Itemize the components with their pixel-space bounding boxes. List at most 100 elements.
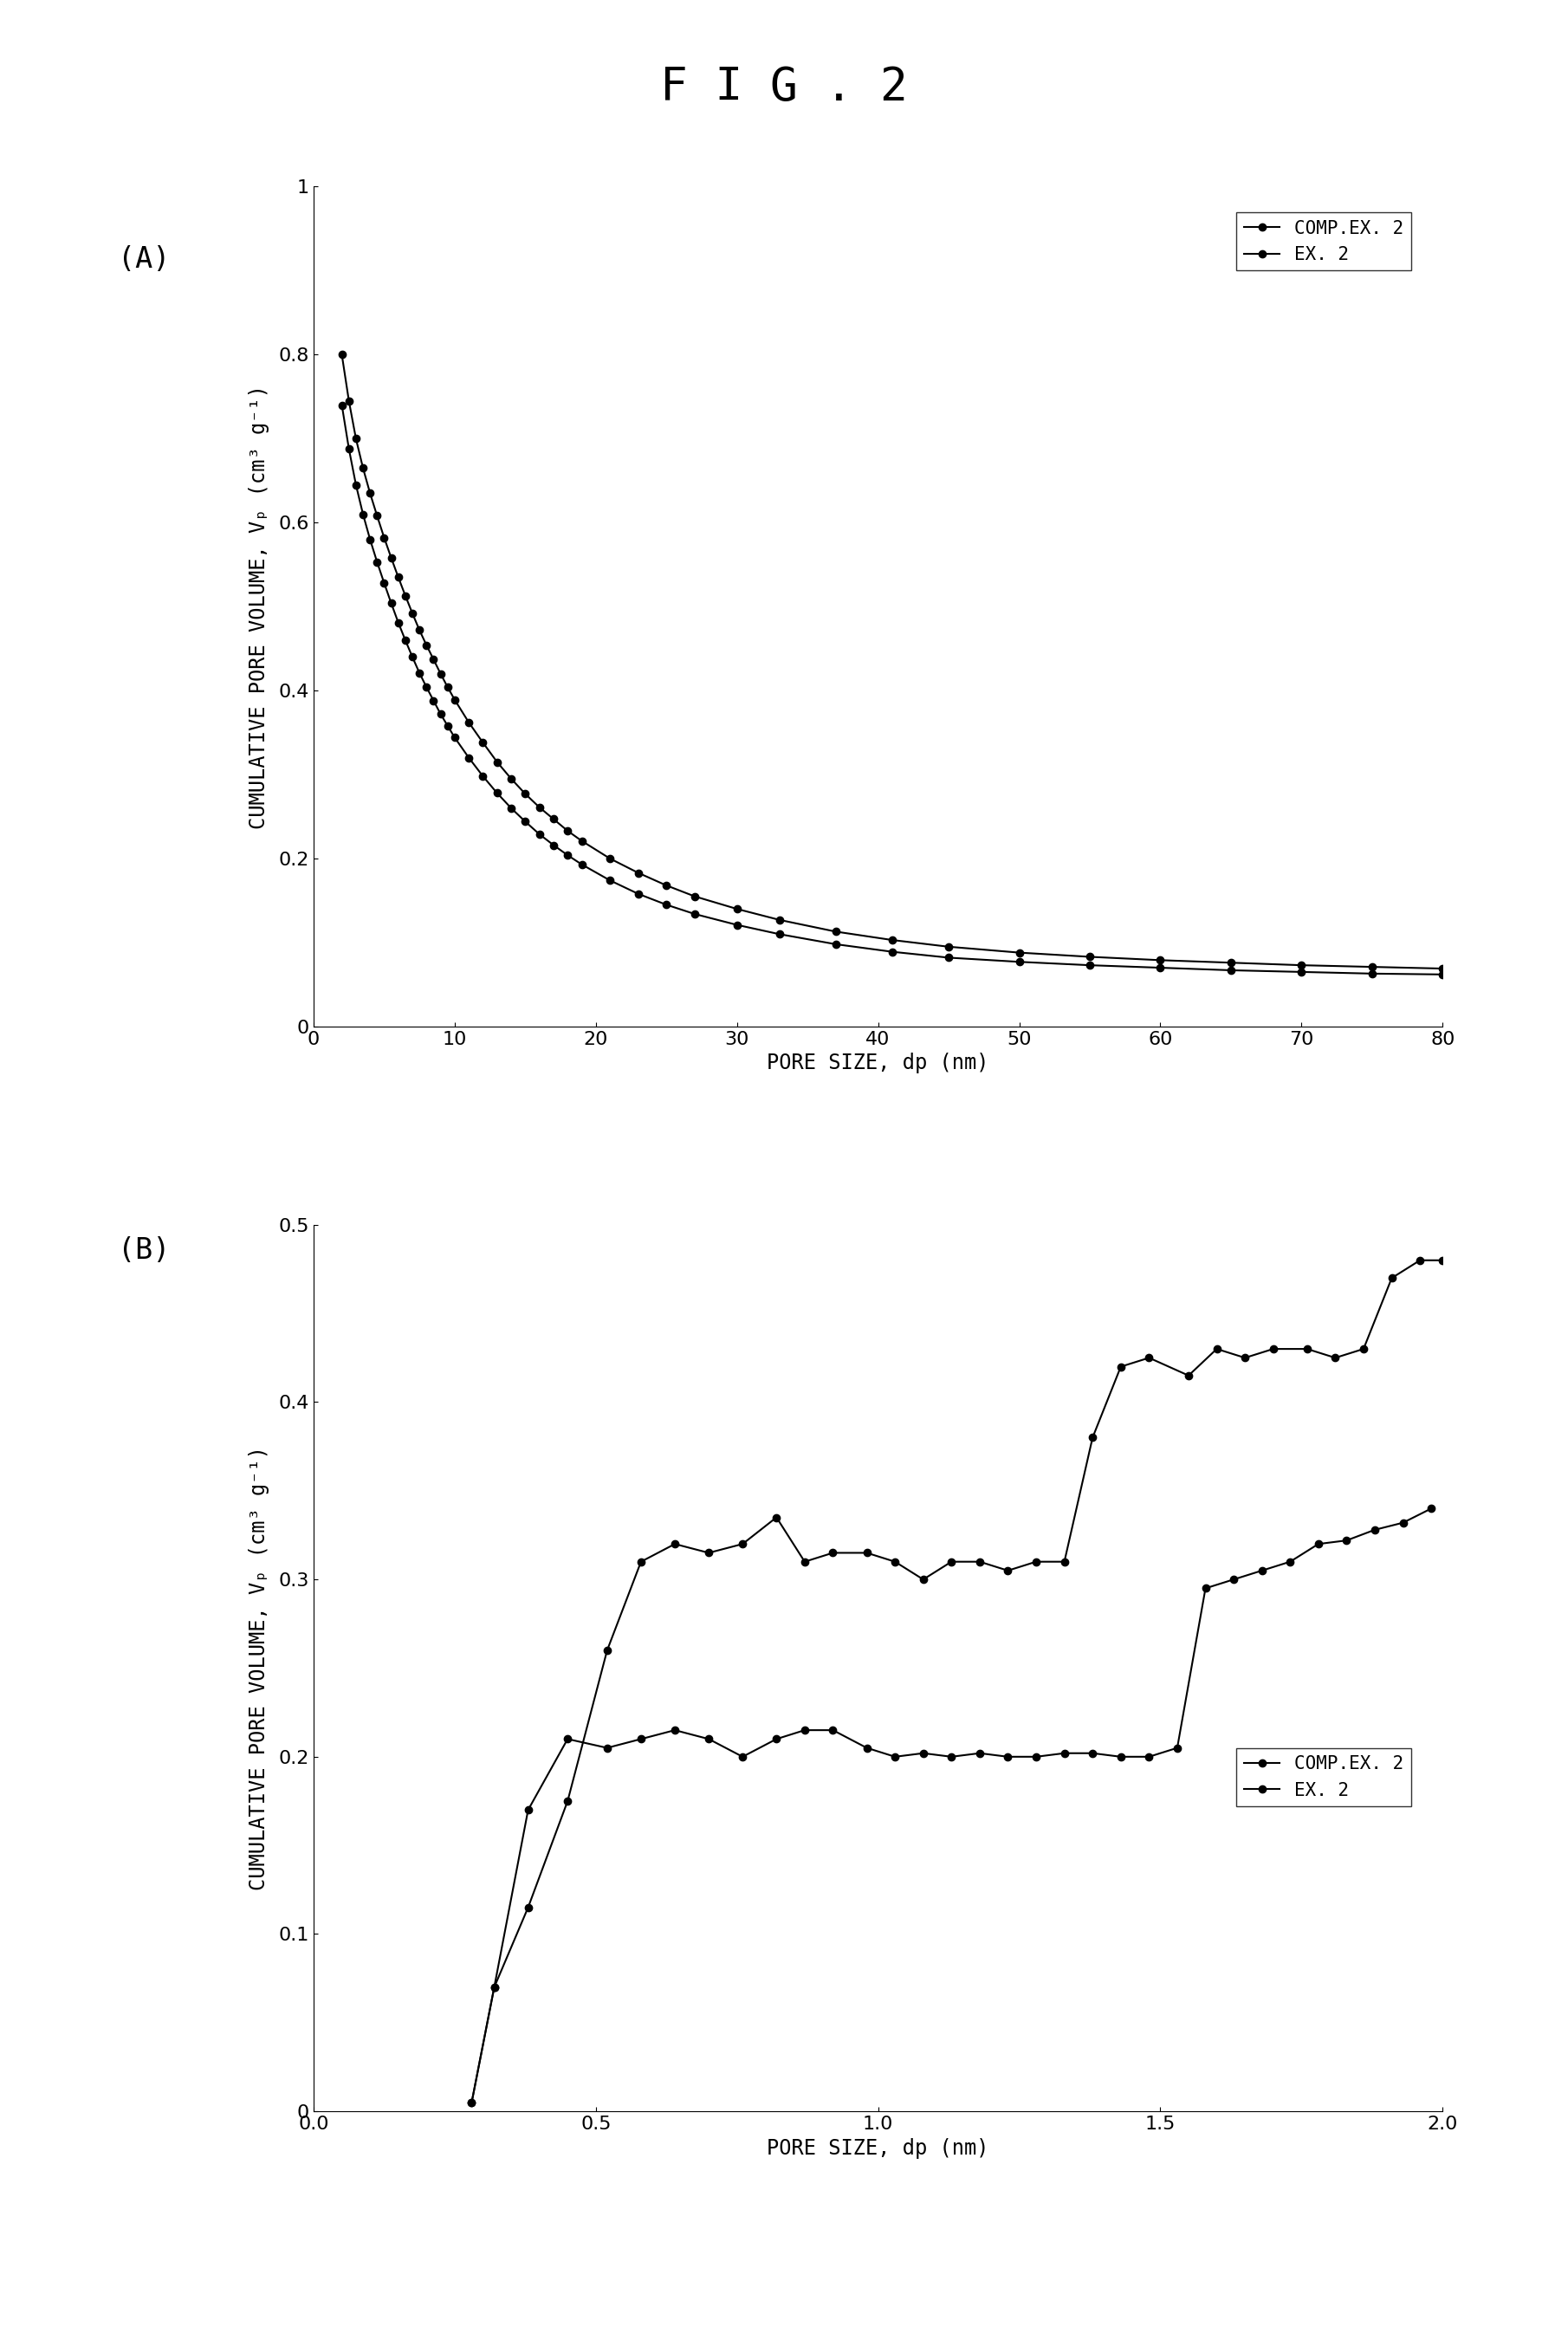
Legend: COMP.EX. 2, EX. 2: COMP.EX. 2, EX. 2	[1237, 212, 1411, 271]
COMP.EX. 2	[971, 1738, 989, 1766]
EX. 2	[459, 744, 478, 772]
EX. 2	[858, 1540, 877, 1568]
COMP.EX. 2	[999, 1743, 1018, 1771]
COMP.EX. 2	[1027, 1743, 1046, 1771]
COMP.EX. 2	[1010, 938, 1029, 966]
EX. 2	[1151, 954, 1170, 982]
COMP.EX. 2	[411, 616, 430, 644]
COMP.EX. 2	[367, 502, 387, 530]
COMP.EX. 2	[1433, 954, 1452, 982]
COMP.EX. 2	[699, 1724, 718, 1752]
COMP.EX. 2	[572, 826, 591, 854]
EX. 2	[999, 1556, 1018, 1584]
EX. 2	[423, 686, 444, 714]
EX. 2	[699, 1540, 718, 1568]
COMP.EX. 2	[883, 926, 902, 954]
COMP.EX. 2	[1366, 1516, 1385, 1544]
COMP.EX. 2	[558, 1724, 577, 1752]
EX. 2	[629, 880, 648, 908]
EX. 2	[519, 1894, 538, 1922]
EX. 2	[728, 910, 746, 938]
COMP.EX. 2	[886, 1743, 905, 1771]
COMP.EX. 2	[485, 1974, 503, 2002]
COMP.EX. 2	[858, 1733, 877, 1761]
EX. 2	[417, 674, 436, 702]
EX. 2	[795, 1547, 814, 1575]
EX. 2	[826, 931, 845, 959]
COMP.EX. 2	[685, 882, 704, 910]
COMP.EX. 2	[530, 793, 549, 821]
EX. 2	[657, 891, 676, 919]
EX. 2	[1010, 947, 1029, 975]
COMP.EX. 2	[1394, 1509, 1413, 1537]
COMP.EX. 2	[1253, 1556, 1272, 1584]
COMP.EX. 2	[463, 2088, 481, 2116]
Y-axis label: CUMULATIVE PORE VOLUME, Vₚ (cm³ g⁻¹): CUMULATIVE PORE VOLUME, Vₚ (cm³ g⁻¹)	[248, 385, 270, 828]
EX. 2	[572, 852, 591, 880]
EX. 2	[1433, 1246, 1452, 1274]
COMP.EX. 2	[445, 686, 464, 714]
EX. 2	[1140, 1344, 1159, 1372]
COMP.EX. 2	[519, 1796, 538, 1824]
COMP.EX. 2	[1338, 1526, 1356, 1554]
COMP.EX. 2	[544, 805, 563, 833]
X-axis label: PORE SIZE, dp (nm): PORE SIZE, dp (nm)	[767, 2137, 989, 2158]
COMP.EX. 2	[1281, 1547, 1300, 1575]
COMP.EX. 2	[395, 581, 414, 609]
EX. 2	[632, 1547, 651, 1575]
EX. 2	[488, 779, 506, 807]
EX. 2	[389, 609, 408, 637]
Line: COMP.EX. 2: COMP.EX. 2	[339, 350, 1446, 973]
COMP.EX. 2	[474, 728, 492, 756]
Text: (B): (B)	[118, 1236, 169, 1264]
EX. 2	[332, 392, 351, 420]
COMP.EX. 2	[1221, 950, 1240, 978]
EX. 2	[823, 1540, 842, 1568]
EX. 2	[403, 644, 422, 672]
EX. 2	[530, 821, 549, 849]
EX. 2	[431, 700, 450, 728]
EX. 2	[1363, 959, 1381, 987]
EX. 2	[1327, 1344, 1345, 1372]
COMP.EX. 2	[770, 905, 789, 933]
EX. 2	[439, 712, 458, 740]
EX. 2	[474, 763, 492, 791]
COMP.EX. 2	[439, 674, 458, 702]
EX. 2	[883, 938, 902, 966]
COMP.EX. 2	[340, 387, 359, 415]
EX. 2	[971, 1547, 989, 1575]
COMP.EX. 2	[431, 660, 450, 688]
EX. 2	[1179, 1362, 1198, 1390]
EX. 2	[767, 1502, 786, 1530]
EX. 2	[914, 1565, 933, 1593]
COMP.EX. 2	[597, 1733, 616, 1761]
COMP.EX. 2	[914, 1738, 933, 1766]
EX. 2	[1264, 1334, 1283, 1362]
EX. 2	[502, 793, 521, 821]
EX. 2	[1112, 1353, 1131, 1381]
EX. 2	[597, 1635, 616, 1663]
COMP.EX. 2	[823, 1717, 842, 1745]
EX. 2	[1221, 957, 1240, 985]
COMP.EX. 2	[375, 523, 394, 551]
COMP.EX. 2	[1151, 947, 1170, 975]
EX. 2	[367, 548, 387, 576]
COMP.EX. 2	[1225, 1565, 1243, 1593]
COMP.EX. 2	[1083, 1738, 1102, 1766]
COMP.EX. 2	[423, 646, 444, 674]
COMP.EX. 2	[1309, 1530, 1328, 1558]
COMP.EX. 2	[383, 544, 401, 572]
COMP.EX. 2	[332, 341, 351, 369]
EX. 2	[1083, 1423, 1102, 1451]
EX. 2	[770, 919, 789, 947]
COMP.EX. 2	[1055, 1738, 1074, 1766]
EX. 2	[516, 807, 535, 835]
COMP.EX. 2	[353, 455, 373, 483]
EX. 2	[445, 723, 464, 751]
COMP.EX. 2	[403, 600, 422, 628]
EX. 2	[1080, 952, 1099, 980]
EX. 2	[353, 499, 373, 527]
COMP.EX. 2	[417, 632, 436, 660]
EX. 2	[347, 471, 365, 499]
COMP.EX. 2	[939, 933, 958, 961]
